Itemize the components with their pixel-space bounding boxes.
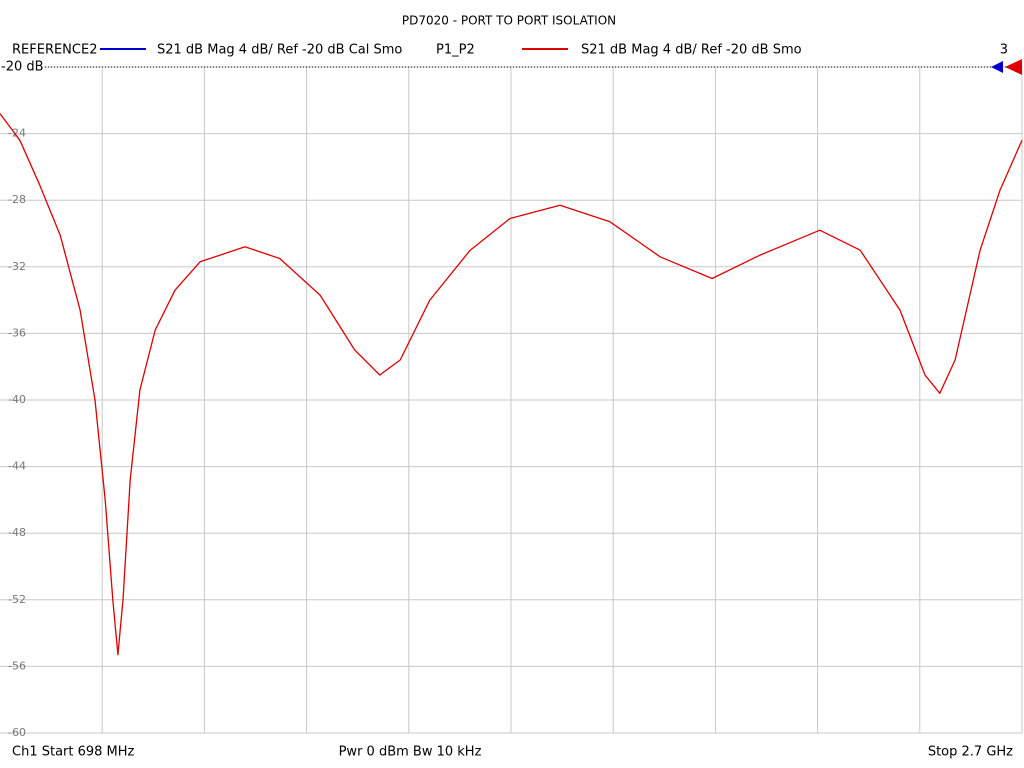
y-tick-label: -48 xyxy=(8,526,26,539)
y-tick-label: -60 xyxy=(8,726,26,739)
y-tick-label: -44 xyxy=(8,460,26,473)
y-tick-label: -28 xyxy=(8,193,26,206)
y-tick-label: -40 xyxy=(8,393,26,406)
reference-label: -20 dB xyxy=(1,60,44,75)
y-tick-label: -56 xyxy=(8,659,26,672)
series-description: S21 dB Mag 4 dB/ Ref -20 dB Smo xyxy=(581,43,802,58)
trace xyxy=(0,113,1023,656)
reference-marker xyxy=(991,61,1003,73)
reference-marker xyxy=(1005,59,1022,75)
y-tick-label: -32 xyxy=(8,260,26,273)
series-name: P1_P2 xyxy=(436,43,475,58)
reference-label-bg xyxy=(0,59,44,73)
plot-area: -60-56-52-48-44-40-36-32-28-24-20-20 dB xyxy=(0,59,1023,739)
footer-start: Ch1 Start 698 MHz xyxy=(12,745,135,760)
reference-description: S21 dB Mag 4 dB/ Ref -20 dB Cal Smo xyxy=(157,43,402,58)
y-tick-label: -36 xyxy=(8,326,26,339)
channel-number: 3 xyxy=(1000,43,1008,58)
chart-title: PD7020 - PORT TO PORT ISOLATION xyxy=(402,14,616,28)
footer-power: Pwr 0 dBm Bw 10 kHz xyxy=(339,745,482,760)
reference-name: REFERENCE2 xyxy=(12,43,97,58)
footer-stop: Stop 2.7 GHz xyxy=(928,745,1013,760)
y-tick-label: -52 xyxy=(8,593,26,606)
